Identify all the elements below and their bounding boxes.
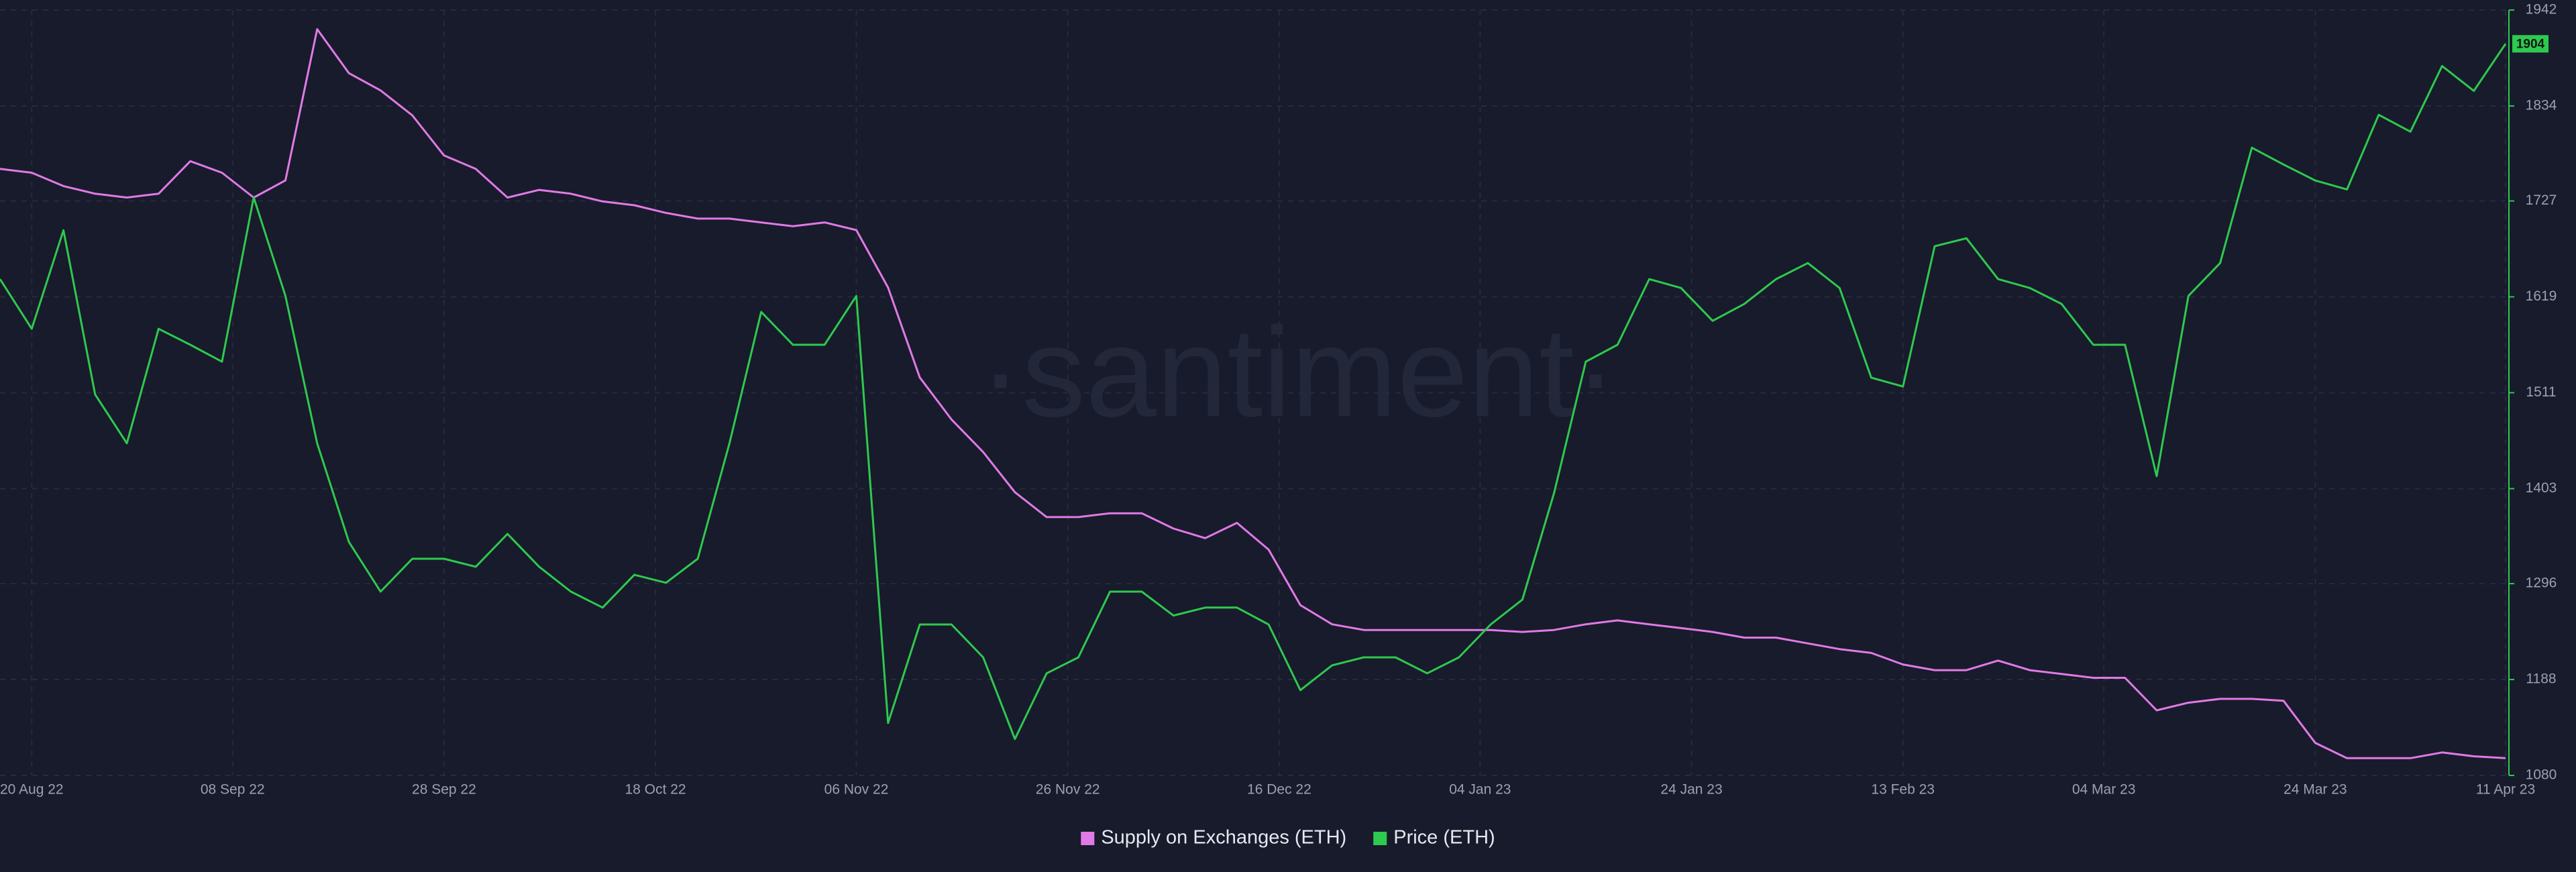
x-tick-label: 18 Oct 22	[625, 782, 686, 798]
last-value-badge	[2512, 35, 2548, 53]
series-line	[0, 43, 2507, 741]
x-tick-label: 24 Mar 23	[2284, 782, 2347, 798]
x-tick-label: 16 Dec 22	[1247, 782, 1311, 798]
legend-swatch	[1081, 832, 1095, 845]
x-tick-label: 26 Nov 22	[1036, 782, 1100, 798]
series-line	[0, 28, 2506, 759]
y2-tick-label: 1403	[2526, 480, 2557, 496]
legend-label: Supply on Exchanges (ETH)	[1101, 827, 1346, 849]
legend-label: Price (ETH)	[1393, 827, 1495, 849]
y2-tick-label: 1834	[2526, 98, 2557, 113]
y2-tick-label: 1619	[2526, 288, 2557, 304]
legend: Supply on Exchanges (ETH) Price (ETH)	[1081, 827, 1495, 849]
x-tick-label: 20 Aug 22	[0, 782, 64, 798]
x-tick-label: 04 Mar 23	[2072, 782, 2136, 798]
y2-tick-label: 1511	[2526, 384, 2556, 400]
y2-tick-label: 1727	[2526, 193, 2557, 208]
x-tick-label: 04 Jan 23	[1449, 782, 1511, 798]
y2-tick-label: 1942	[2526, 2, 2557, 17]
watermark: ·santiment·	[979, 301, 1617, 443]
y2-tick-label: 1188	[2526, 671, 2556, 687]
y2-tick-label: 1296	[2526, 576, 2557, 591]
x-tick-label: 28 Sep 22	[412, 782, 476, 798]
y2-tick-label: 1080	[2526, 767, 2557, 783]
x-tick-label: 11 Apr 23	[2476, 782, 2535, 798]
x-tick-label: 08 Sep 22	[201, 782, 265, 798]
x-tick-label: 13 Feb 23	[1871, 782, 1935, 798]
x-tick-label: 24 Jan 23	[1660, 782, 1722, 798]
last-value-label: 1904	[2516, 37, 2545, 51]
x-tick-label: 06 Nov 22	[824, 782, 889, 798]
legend-swatch	[1373, 832, 1387, 845]
